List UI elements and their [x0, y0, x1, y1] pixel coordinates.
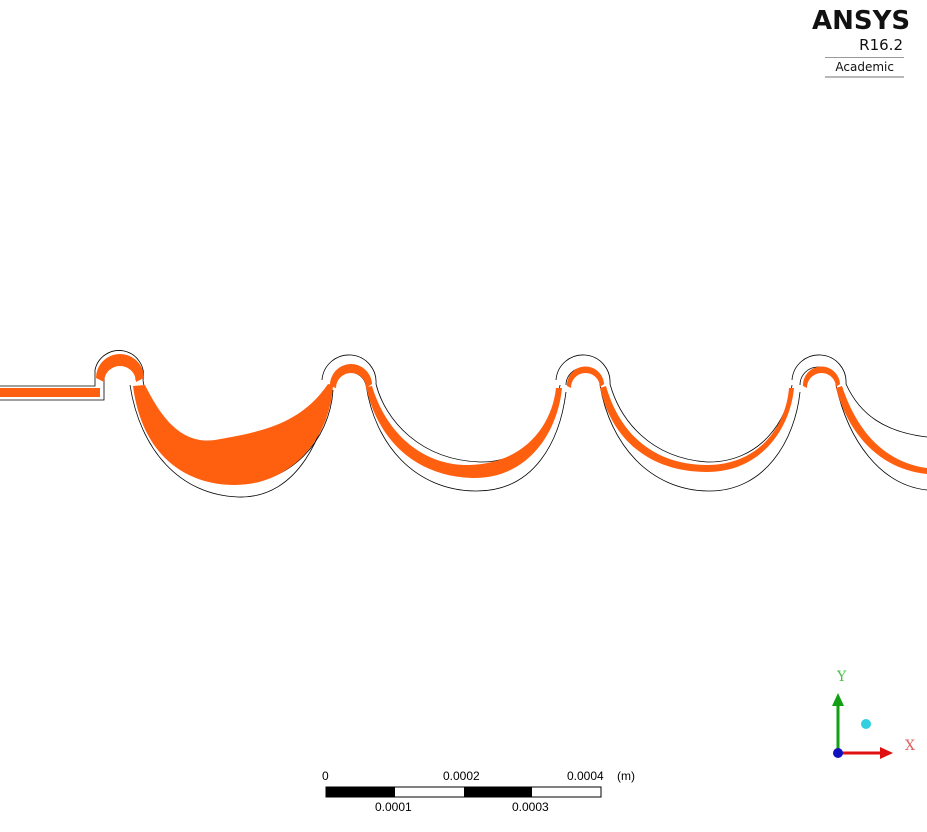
arch-1-track [96, 354, 144, 382]
bowl-3-outer [599, 384, 801, 492]
origin-dot [833, 748, 843, 758]
arch-2-track [329, 363, 372, 388]
x-axis-label: X [905, 738, 915, 754]
logo-edition: Academic [825, 57, 904, 78]
scale-label-0: 0 [322, 769, 329, 783]
bowl-3-inner [609, 383, 793, 463]
arch-3-outer [555, 354, 611, 385]
x-axis-arrowhead [880, 747, 893, 759]
particle-tracks [0, 354, 927, 485]
axis-triad[interactable] [832, 693, 893, 759]
scale-label-0003: 0.0003 [512, 800, 549, 814]
y-axis-arrowhead [832, 693, 844, 706]
bowl-4-track [836, 386, 927, 474]
logo-brand: ANSYS [812, 6, 911, 36]
bowl-3-track [600, 386, 794, 472]
scale-label-0004: 0.0004 [567, 769, 604, 783]
ansys-logo: ANSYS R16.2 Academic [812, 6, 912, 78]
scale-unit-label: (m) [617, 769, 635, 783]
bowl-1-track [133, 384, 333, 485]
bowl-2-track [366, 386, 562, 479]
bowl-4-inner [845, 383, 927, 438]
logo-version: R16.2 [859, 36, 903, 54]
inlet-track [0, 388, 100, 397]
scale-bar-graphic [325, 786, 602, 798]
arch-4-outer [791, 354, 847, 385]
arch-3-track [566, 366, 604, 388]
arch-4-track [802, 366, 840, 388]
bowl-2-outer [365, 384, 567, 492]
scale-label-0001: 0.0001 [375, 800, 412, 814]
y-axis-label: Y [837, 669, 847, 685]
arch-2-outer [321, 354, 377, 385]
rotation-sphere-icon [861, 719, 871, 729]
bowl-4-outer [835, 384, 927, 491]
scale-bar-segment-1 [326, 787, 395, 797]
scale-label-0002: 0.0002 [443, 769, 480, 783]
scale-bar-segment-3 [464, 787, 532, 797]
inlet-outline-top [0, 350, 144, 387]
